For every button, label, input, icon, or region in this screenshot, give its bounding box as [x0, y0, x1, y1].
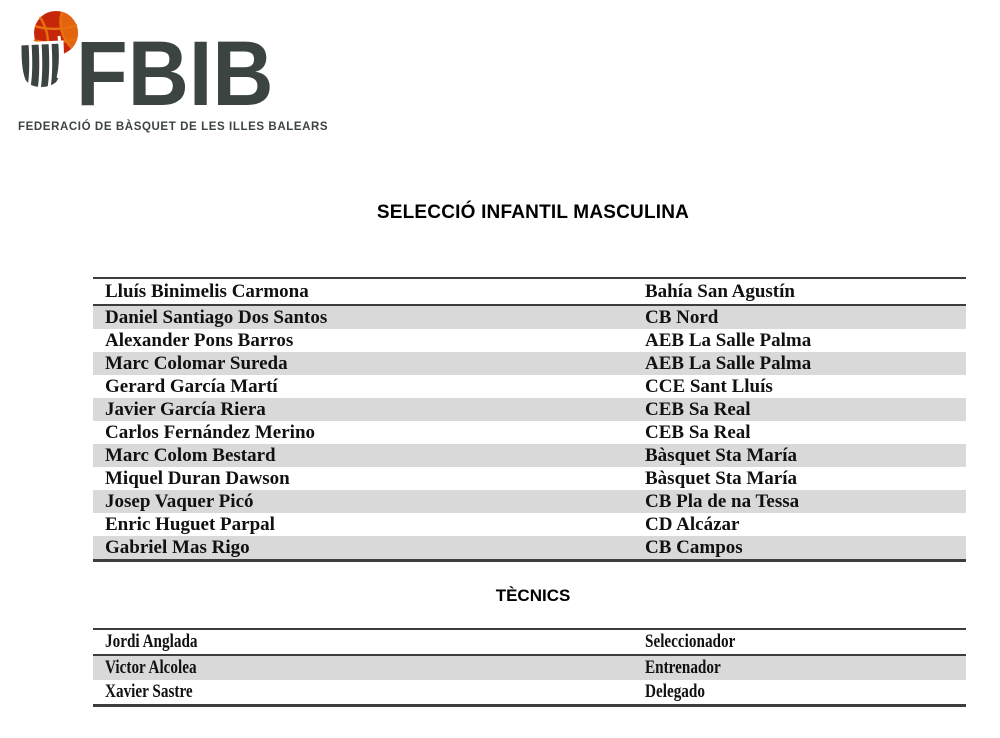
player-club-cell: Bàsquet Sta María [645, 468, 797, 489]
table-row: Xavier Sastre Delegado [93, 680, 966, 706]
player-name-cell: Marc Colomar Sureda [93, 352, 633, 375]
player-name-cell: Enric Huguet Parpal [105, 514, 275, 535]
table-row: Gabriel Mas Rigo CB Campos [93, 536, 966, 561]
player-name-cell: Carlos Fernández Merino [105, 422, 316, 443]
table-row: Miquel Duran Dawson Bàsquet Sta María [93, 467, 966, 490]
tecnic-role-cell: Delegado [645, 681, 705, 702]
player-club-cell: CD Alcázar [645, 514, 740, 535]
brand-text: FBIB [76, 23, 274, 125]
fbib-logo: FBIB FEDERACIÓ DE BÀSQUET DE LES ILLES B… [0, 0, 340, 150]
table-row: Jordi Anglada Seleccionador [93, 629, 966, 656]
player-name-cell: Marc Colom Bestard [93, 444, 633, 467]
player-name-cell: Lluís Binimelis Carmona [93, 278, 633, 306]
table-row: Gerard García Martí CCE Sant Lluís [93, 375, 966, 398]
tecnic-role-cell: Seleccionador [633, 629, 966, 656]
table-row: Marc Colomar Sureda AEB La Salle Palma [93, 352, 966, 375]
player-club-cell: Bàsquet Sta María [633, 444, 966, 467]
player-name-cell: Javier García Riera [93, 398, 633, 421]
player-name-cell: Miquel Duran Dawson [105, 468, 290, 489]
player-club-cell: CB Nord [633, 305, 966, 329]
tecnics-table: Jordi Anglada Seleccionador Victor Alcol… [93, 628, 966, 707]
section-heading-tecnics: TÈCNICS [495, 586, 571, 605]
player-club-cell: CB Campos [633, 536, 966, 561]
table-row: Carlos Fernández Merino CEB Sa Real [93, 421, 966, 444]
player-name-cell: Alexander Pons Barros [105, 330, 294, 351]
tecnic-name-cell: Jordi Anglada [93, 629, 633, 656]
tecnic-name-cell: Xavier Sastre [105, 681, 193, 702]
player-club-cell: CCE Sant Lluís [645, 376, 773, 397]
table-row: Enric Huguet Parpal CD Alcázar [93, 513, 966, 536]
player-club-cell: CEB Sa Real [645, 422, 751, 443]
table-row: Javier García Riera CEB Sa Real [93, 398, 966, 421]
table-row: Victor Alcolea Entrenador [93, 655, 966, 680]
tecnic-role-cell: Entrenador [633, 655, 966, 680]
table-row: Josep Vaquer Picó CB Pla de na Tessa [93, 490, 966, 513]
table-row: Marc Colom Bestard Bàsquet Sta María [93, 444, 966, 467]
logo-tagline: FEDERACIÓ DE BÀSQUET DE LES ILLES BALEAR… [18, 121, 329, 133]
player-name-cell: Josep Vaquer Picó [93, 490, 633, 513]
player-club-cell: CEB Sa Real [633, 398, 966, 421]
fbib-basketball-logo-icon [18, 8, 80, 97]
players-table: Lluís Binimelis Carmona Bahía San Agustí… [93, 277, 966, 562]
player-name-cell: Gerard García Martí [105, 376, 278, 397]
player-name-cell: Daniel Santiago Dos Santos [93, 305, 633, 329]
tecnic-name-cell: Victor Alcolea [93, 655, 633, 680]
table-row: Lluís Binimelis Carmona Bahía San Agustí… [93, 278, 966, 306]
table-row: Daniel Santiago Dos Santos CB Nord [93, 305, 966, 329]
player-club-cell: CB Pla de na Tessa [633, 490, 966, 513]
table-row: Alexander Pons Barros AEB La Salle Palma [93, 329, 966, 352]
player-name-cell: Gabriel Mas Rigo [93, 536, 633, 561]
page-title: SELECCIÓ INFANTIL MASCULINA [376, 202, 690, 223]
player-club-cell: AEB La Salle Palma [645, 330, 812, 351]
player-club-cell: Bahía San Agustín [633, 278, 966, 306]
player-club-cell: AEB La Salle Palma [633, 352, 966, 375]
